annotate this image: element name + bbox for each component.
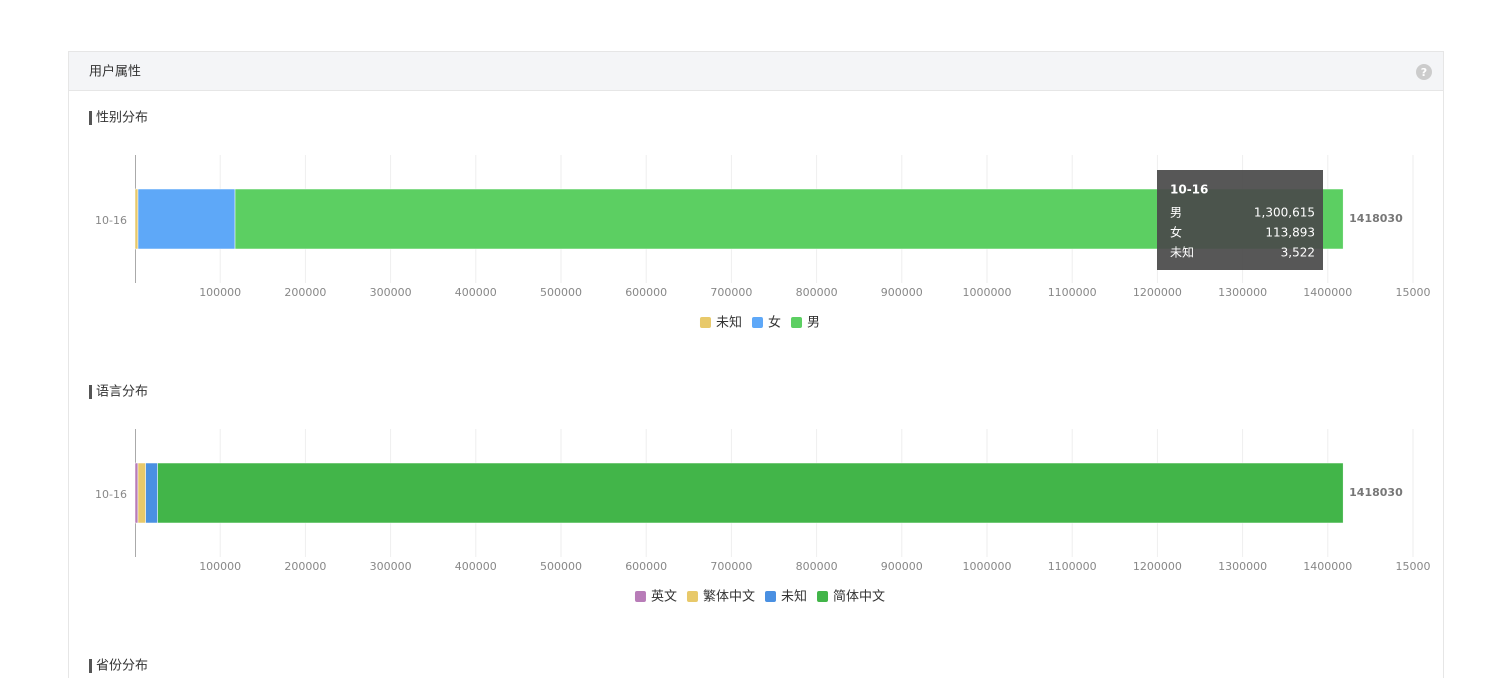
tooltip-value: 1,300,615: [1254, 206, 1315, 220]
legend-label: 男: [807, 316, 820, 331]
x-tick-label: 700000: [710, 560, 752, 573]
tooltip-value: 113,893: [1265, 226, 1315, 240]
panel-header: [69, 52, 1443, 90]
x-tick-label: 900000: [881, 286, 923, 299]
legend-label: 未知: [781, 589, 807, 605]
x-tick-label: 1200000: [1133, 560, 1182, 573]
x-tick-label: 1100000: [1048, 286, 1097, 299]
svg-text:?: ?: [1421, 66, 1427, 79]
x-tick-label: 1400000: [1303, 286, 1352, 299]
x-tick-label: 1000000: [963, 560, 1012, 573]
x-tick-label: 1300000: [1218, 560, 1267, 573]
legend-swatch: [751, 317, 763, 328]
x-tick-label: 500000: [540, 286, 582, 299]
x-tick-label: 300000: [370, 286, 412, 299]
legend: 未知 女 男: [699, 315, 820, 331]
tooltip-box: [1157, 170, 1323, 270]
x-tick-label: 900000: [881, 560, 923, 573]
total-label: 1418030: [1349, 486, 1403, 499]
tooltip: 10-16 男 1,300,615 女 113,893 未知 3,522: [1157, 170, 1323, 270]
legend-label: 繁体中文: [703, 589, 755, 605]
help-icon[interactable]: ?: [1416, 64, 1432, 80]
bar-segment: [134, 188, 139, 250]
section-marker: [89, 659, 92, 673]
tooltip-value: 3,522: [1281, 246, 1315, 260]
x-tick-label: 800000: [796, 286, 838, 299]
x-tick-label: 700000: [710, 286, 752, 299]
x-tick-label: 1100000: [1048, 560, 1097, 573]
chart-title: 语言分布: [96, 385, 148, 400]
tooltip-series-name: 男: [1170, 206, 1182, 220]
tooltip-series-name: 女: [1170, 225, 1182, 240]
legend-label: 简体中文: [833, 589, 885, 605]
tooltip-series-name: 未知: [1170, 246, 1194, 260]
x-tick-label: 200000: [284, 286, 326, 299]
legend-swatch: [791, 317, 803, 328]
legend-label: 女: [768, 315, 781, 331]
legend-swatch: [817, 591, 829, 602]
legend-swatch: [699, 317, 711, 328]
section-title: 省份分布: [96, 659, 148, 674]
x-tick-label: 200000: [284, 560, 326, 573]
legend-label: 英文: [651, 590, 677, 605]
legend-label: 未知: [716, 315, 742, 331]
x-tick-label: 1400000: [1303, 560, 1352, 573]
x-tick-label: 100000: [199, 560, 241, 573]
total-label: 1418030: [1349, 212, 1403, 225]
x-tick-label: 600000: [625, 286, 667, 299]
x-tick-label: 300000: [370, 560, 412, 573]
x-tick-label: 800000: [796, 560, 838, 573]
section-marker: [89, 111, 92, 125]
panel: [68, 51, 1444, 678]
x-tick-label: 15000: [1396, 560, 1431, 573]
legend-swatch: [765, 591, 776, 602]
x-tick-label: 15000: [1396, 286, 1431, 299]
x-tick-label: 1200000: [1133, 286, 1182, 299]
x-tick-label: 400000: [455, 286, 497, 299]
y-tick-label: 10-16: [95, 214, 127, 227]
bar-segment: [134, 462, 139, 524]
chart-title: 性别分布: [96, 111, 148, 126]
x-tick-label: 100000: [199, 286, 241, 299]
tooltip-title: 10-16: [1170, 183, 1208, 197]
x-tick-label: 1000000: [963, 286, 1012, 299]
bar-segment: [157, 462, 1344, 524]
legend-swatch: [634, 591, 646, 602]
bar-segment: [145, 462, 158, 524]
legend-swatch: [686, 591, 698, 602]
bar-segment: [137, 188, 236, 250]
section-marker: [89, 385, 92, 399]
legend: 英文 繁体中文 未知 简体中文: [634, 589, 885, 605]
x-tick-label: 600000: [625, 560, 667, 573]
bar-segment: [137, 462, 146, 524]
x-tick-label: 500000: [540, 560, 582, 573]
x-tick-label: 400000: [455, 560, 497, 573]
y-tick-label: 10-16: [95, 488, 127, 501]
panel-title: 用户属性: [89, 64, 141, 80]
x-tick-label: 1300000: [1218, 286, 1267, 299]
